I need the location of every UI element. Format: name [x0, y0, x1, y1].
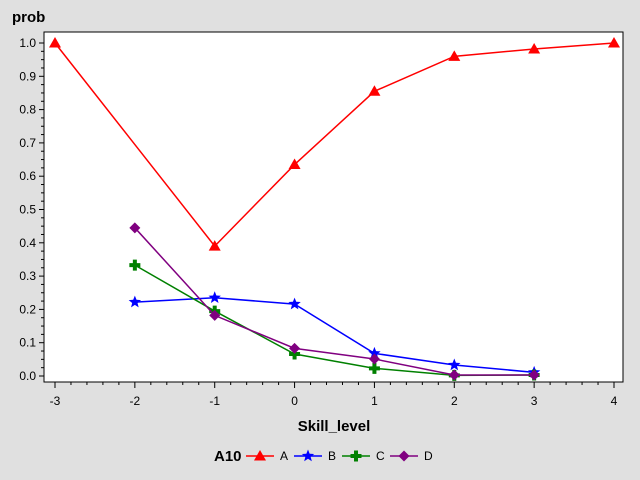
- data-point: [368, 85, 381, 96]
- data-point: [49, 37, 61, 48]
- data-point: [289, 348, 301, 360]
- y-axis: 0.0 0.1 0.2 0.3 0.4 0.5 0.6 0.7 0.8 0.9 1.0: [19, 36, 44, 383]
- legend-marker: [254, 450, 266, 461]
- x-axis: -3 -2 -1 0 1 2 3 4: [50, 382, 618, 408]
- data-point: [528, 42, 541, 54]
- legend-label: B: [328, 449, 336, 463]
- data-point: [528, 369, 540, 381]
- data-point: [608, 37, 620, 48]
- legend-entry-a: A: [246, 449, 288, 463]
- data-point: [368, 346, 381, 359]
- y-tick-label: 0.1: [19, 336, 36, 350]
- legend-entry-c: C: [342, 449, 385, 463]
- y-tick-label: 0.3: [19, 269, 36, 283]
- legend: A10 A B C D: [214, 448, 433, 465]
- series-a: [49, 37, 620, 251]
- data-point: [368, 353, 380, 365]
- data-point: [288, 158, 301, 170]
- legend-label: C: [376, 449, 385, 463]
- y-tick-label: 0.7: [19, 136, 36, 150]
- legend-label: A: [280, 449, 288, 463]
- x-tick-label: 2: [451, 394, 458, 408]
- y-tick-label: 0.0: [19, 369, 36, 383]
- series-d: [129, 222, 540, 381]
- legend-label: D: [424, 449, 433, 463]
- data-point: [208, 291, 221, 303]
- y-tick-label: 0.2: [19, 302, 36, 316]
- data-point: [448, 50, 461, 61]
- legend-marker: [301, 449, 315, 462]
- y-tick-label: 0.9: [19, 69, 36, 83]
- data-point: [129, 259, 141, 271]
- legend-title: A10: [214, 448, 242, 465]
- x-tick-label: -1: [209, 394, 220, 408]
- x-tick-label: -2: [130, 394, 141, 408]
- data-point: [128, 295, 142, 308]
- data-point: [209, 309, 221, 321]
- y-axis-label: prob: [12, 9, 45, 26]
- data-point: [368, 362, 380, 374]
- y-tick-label: 0.4: [19, 236, 36, 250]
- x-tick-label: 0: [291, 394, 298, 408]
- x-tick-label: -3: [50, 394, 61, 408]
- y-tick-label: 0.6: [19, 169, 36, 183]
- data-point: [288, 297, 301, 310]
- x-tick-label: 3: [531, 394, 538, 408]
- data-point: [448, 369, 460, 381]
- y-tick-label: 0.8: [19, 103, 36, 117]
- x-tick-label: 1: [371, 394, 378, 408]
- series-layer: [49, 37, 620, 381]
- legend-marker: [350, 450, 362, 462]
- legend-entry-b: B: [294, 449, 336, 463]
- data-point: [208, 240, 221, 251]
- plot-area: [43, 31, 624, 383]
- legend-marker: [398, 450, 410, 462]
- legend-entry-d: D: [390, 449, 433, 463]
- x-axis-label: Skill_level: [298, 418, 371, 435]
- y-tick-label: 0.5: [19, 203, 36, 217]
- data-point: [448, 358, 461, 371]
- series-line: [134, 296, 535, 374]
- data-point: [289, 342, 301, 354]
- series-line: [134, 227, 535, 376]
- y-tick-label: 1.0: [19, 36, 36, 50]
- data-point: [129, 222, 141, 234]
- x-tick-label: 4: [611, 394, 618, 408]
